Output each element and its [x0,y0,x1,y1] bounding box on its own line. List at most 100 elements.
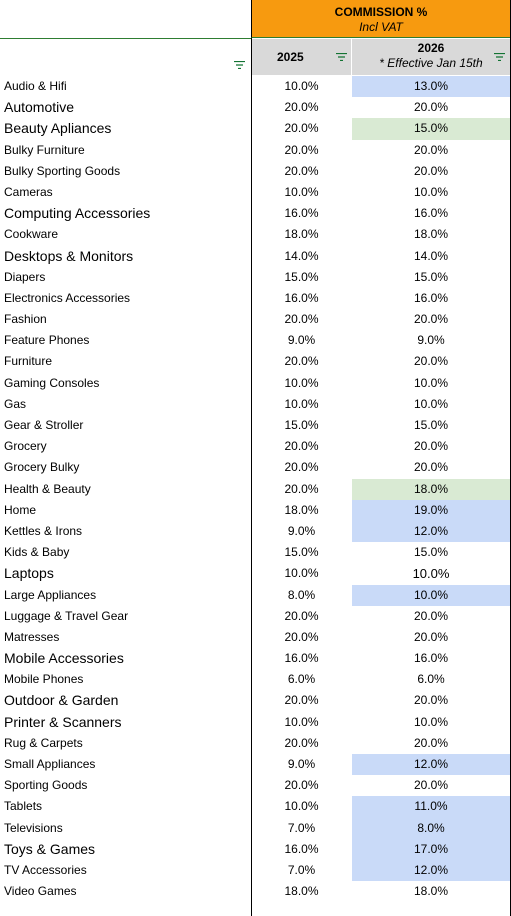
commission-2025-cell[interactable]: 20.0% [284,354,319,369]
category-cell[interactable]: Grocery Bulky [4,460,80,475]
commission-2025-cell[interactable]: 9.0% [287,333,316,348]
category-cell[interactable]: Home [4,502,37,517]
category-cell[interactable]: Bulky Furniture [4,142,85,157]
category-cell[interactable]: Sporting Goods [4,778,88,793]
commission-2025-cell[interactable]: 10.0% [284,79,319,93]
category-cell[interactable]: Automotive [4,99,75,116]
commission-2026-cell[interactable]: 10.0% [413,184,449,199]
commission-2026-cell[interactable]: 10.0% [413,375,449,390]
commission-2025-cell[interactable]: 20.0% [284,778,319,793]
category-cell[interactable]: Large Appliances [4,587,97,602]
commission-2026-cell[interactable]: 20.0% [413,608,449,623]
commission-2025-cell[interactable]: 20.0% [284,121,319,136]
category-cell[interactable]: Feature Phones [4,333,90,348]
commission-2025-cell[interactable]: 9.0% [287,757,316,771]
category-cell[interactable]: Grocery [4,439,47,454]
commission-2026-cell[interactable]: 11.0% [352,796,510,818]
commission-2026-cell[interactable]: 19.0% [352,499,510,521]
category-cell[interactable]: Luggage & Travel Gear [4,608,129,623]
commission-2025-cell[interactable]: 16.0% [284,651,319,666]
category-cell[interactable]: Gear & Stroller [4,418,84,432]
commission-2026-cell[interactable]: 13.0% [352,76,510,98]
category-cell[interactable]: Tablets [4,799,43,814]
commission-2025-cell[interactable]: 20.0% [284,460,319,475]
commission-2025-cell[interactable]: 20.0% [284,439,319,454]
commission-2025-cell[interactable]: 16.0% [284,841,319,856]
category-cell[interactable]: Fashion [4,312,47,327]
category-cell[interactable]: Toys & Games [4,840,96,857]
commission-2025-cell[interactable]: 20.0% [284,481,319,496]
commission-2026-cell[interactable]: 20.0% [413,629,449,644]
category-cell[interactable]: Diapers [4,269,46,284]
commission-2026-cell[interactable]: 18.0% [413,884,449,899]
commission-2026-cell[interactable]: 20.0% [413,163,449,178]
commission-2025-cell[interactable]: 15.0% [284,545,319,560]
commission-2025-cell[interactable]: 14.0% [284,248,319,263]
category-cell[interactable]: Small Appliances [4,757,96,771]
category-cell[interactable]: Cookware [4,227,59,242]
commission-2025-cell[interactable]: 10.0% [284,799,319,814]
commission-2026-cell[interactable]: 17.0% [352,838,510,860]
commission-2026-cell[interactable]: 16.0% [413,651,449,666]
commission-2025-cell[interactable]: 18.0% [284,227,319,242]
commission-2025-cell[interactable]: 20.0% [284,312,319,327]
category-cell[interactable]: Video Games [4,884,77,899]
commission-2026-cell[interactable]: 10.0% [413,396,449,411]
commission-2025-cell[interactable]: 9.0% [287,523,316,538]
category-cell[interactable]: Beauty Apliances [4,120,112,137]
commission-2026-cell[interactable]: 20.0% [413,778,449,793]
category-cell[interactable]: Electronics Accessories [4,290,131,305]
category-cell[interactable]: TV Accessories [4,862,87,877]
commission-2026-cell[interactable]: 16.0% [413,206,449,221]
commission-2026-cell[interactable]: 12.0% [352,859,510,882]
commission-2026-cell[interactable]: 18.0% [352,478,510,500]
commission-2026-cell[interactable]: 20.0% [413,439,449,454]
category-cell[interactable]: Bulky Sporting Goods [4,163,121,178]
commission-2025-cell[interactable]: 8.0% [287,587,316,602]
category-cell[interactable]: Outdoor & Garden [4,692,119,709]
category-cell[interactable]: Kettles & Irons [4,523,83,538]
commission-2026-cell[interactable]: 20.0% [413,354,449,369]
commission-2026-cell[interactable]: 20.0% [413,735,449,750]
category-cell[interactable]: Furniture [4,354,53,369]
commission-2025-cell[interactable]: 20.0% [284,693,319,708]
category-cell[interactable]: Laptops [4,565,54,582]
category-cell[interactable]: Gas [4,396,27,411]
category-filter-icon[interactable] [234,61,245,69]
commission-2025-cell[interactable]: 15.0% [284,269,319,284]
commission-2025-cell[interactable]: 20.0% [284,608,319,623]
category-cell[interactable]: Matresses [4,629,60,644]
category-cell[interactable]: Printer & Scanners [4,713,122,730]
commission-2026-cell[interactable]: 15.0% [352,118,510,140]
commission-2026-cell[interactable]: 9.0% [417,333,445,348]
commission-2025-cell[interactable]: 10.0% [284,375,319,390]
category-cell[interactable]: Health & Beauty [4,481,91,496]
category-cell[interactable]: Kids & Baby [4,545,70,560]
category-cell[interactable]: Rug & Carpets [4,735,83,750]
category-cell[interactable]: Gaming Consoles [4,375,100,390]
category-cell[interactable]: Televisions [4,820,63,835]
commission-2025-cell[interactable]: 20.0% [284,163,319,178]
commission-2026-cell[interactable]: 15.0% [413,545,449,560]
commission-2025-cell[interactable]: 10.0% [284,184,319,199]
filter-2025-icon[interactable] [336,53,347,61]
category-cell[interactable]: Mobile Phones [4,672,84,687]
commission-2025-cell[interactable]: 7.0% [287,862,316,877]
commission-2025-cell[interactable]: 20.0% [284,142,319,157]
commission-2026-cell[interactable]: 6.0% [417,672,445,687]
commission-2025-cell[interactable]: 20.0% [284,735,319,750]
commission-2025-cell[interactable]: 6.0% [287,672,316,687]
commission-2026-cell[interactable]: 10.0% [352,584,510,606]
category-cell[interactable]: Audio & Hifi [4,79,67,93]
commission-2025-cell[interactable]: 10.0% [284,396,319,411]
commission-2026-cell[interactable]: 8.0% [352,817,510,839]
commission-2025-cell[interactable]: 20.0% [284,100,319,115]
commission-2026-cell[interactable]: 20.0% [413,693,449,708]
commission-2026-cell[interactable]: 20.0% [413,460,449,475]
commission-2025-cell[interactable]: 15.0% [284,418,319,432]
commission-2026-cell[interactable]: 12.0% [352,520,510,543]
category-cell[interactable]: Mobile Accessories [4,650,124,667]
commission-2026-cell[interactable]: 10.0% [413,714,449,729]
commission-2025-cell[interactable]: 7.0% [287,820,316,835]
commission-2025-cell[interactable]: 16.0% [284,206,319,221]
